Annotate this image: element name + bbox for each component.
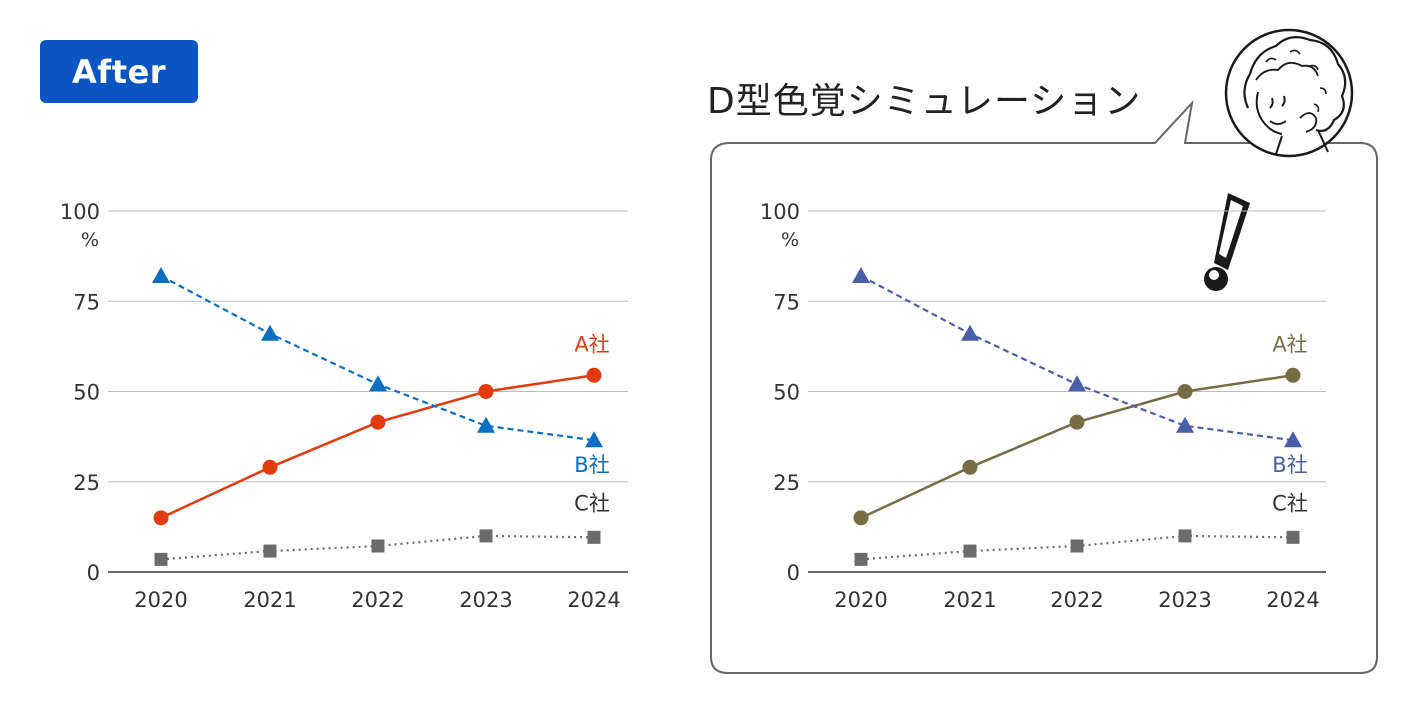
x-tick-label-2024: 2024 [1266, 588, 1319, 612]
simulation-title: D型色覚シミュレーション [707, 81, 1142, 122]
data-point [1068, 375, 1086, 392]
y-tick-label-50: 50 [773, 381, 800, 405]
x-tick-label-2022: 2022 [351, 588, 404, 612]
x-tick-label-2023: 2023 [459, 588, 512, 612]
data-point [479, 529, 493, 543]
data-point [371, 539, 385, 553]
data-point [852, 266, 870, 283]
data-point [477, 416, 495, 433]
data-point [585, 431, 603, 448]
data-point [1176, 416, 1194, 433]
data-point [962, 459, 978, 475]
series-label-0: A社 [1272, 332, 1307, 356]
data-point [854, 552, 868, 566]
y-tick-label-0: 0 [87, 561, 100, 585]
y-tick-label-0: 0 [787, 561, 800, 585]
y-tick-label-50: 50 [73, 381, 100, 405]
series-line-0 [160, 374, 595, 519]
data-point [853, 510, 869, 526]
x-tick-label-2023: 2023 [1158, 588, 1211, 612]
y-unit-label: % [781, 229, 799, 251]
x-tick-label-2020: 2020 [834, 588, 887, 612]
data-point [261, 324, 279, 341]
data-point [152, 266, 170, 283]
y-tick-label-100: 100 [60, 200, 100, 224]
after-badge-label: After [72, 52, 166, 91]
data-point [963, 544, 977, 558]
series-label-0: A社 [574, 332, 609, 356]
x-tick-label-2021: 2021 [943, 588, 996, 612]
series-label-2: C社 [1272, 491, 1308, 515]
data-point [369, 375, 387, 392]
data-point [1177, 384, 1193, 399]
x-tick-label-2022: 2022 [1050, 588, 1103, 612]
exclamation-icon [1204, 193, 1250, 291]
data-point [1178, 529, 1192, 543]
data-point [262, 459, 278, 475]
avatar-icon [1224, 28, 1354, 158]
data-point [1070, 539, 1084, 553]
x-tick-label-2021: 2021 [243, 588, 296, 612]
x-tick-label-2024: 2024 [567, 588, 620, 612]
data-point [1286, 530, 1300, 544]
y-tick-label-75: 75 [773, 290, 800, 314]
chart-simulation: 0 25 50 75 100% 2020 2021 2022 2023 2024 A社 B社 C社 [760, 200, 1326, 612]
data-point [478, 384, 494, 399]
data-point [153, 510, 169, 526]
y-tick-label-75: 75 [73, 290, 100, 314]
y-tick-label-25: 25 [73, 471, 100, 495]
data-point [154, 552, 168, 566]
data-point [263, 544, 277, 558]
y-tick-label-100: 100 [760, 200, 800, 224]
after-badge: After [40, 40, 198, 103]
y-tick-label-25: 25 [773, 471, 800, 495]
data-point [370, 414, 386, 430]
data-point [1284, 431, 1302, 448]
data-point [961, 324, 979, 341]
speech-bubble [710, 99, 1378, 674]
chart-original: 0 25 50 75 100% 2020 2021 2022 2023 2024 A社 B社 C社 [60, 200, 628, 612]
series-label-2: C社 [574, 491, 610, 515]
series-label-1: B社 [574, 453, 609, 477]
data-point [586, 367, 602, 383]
data-point [587, 530, 601, 544]
x-tick-label-2020: 2020 [134, 588, 187, 612]
series-label-1: B社 [1272, 453, 1307, 477]
data-point [1285, 367, 1301, 383]
data-point [1069, 414, 1085, 430]
y-unit-label: % [81, 229, 99, 251]
